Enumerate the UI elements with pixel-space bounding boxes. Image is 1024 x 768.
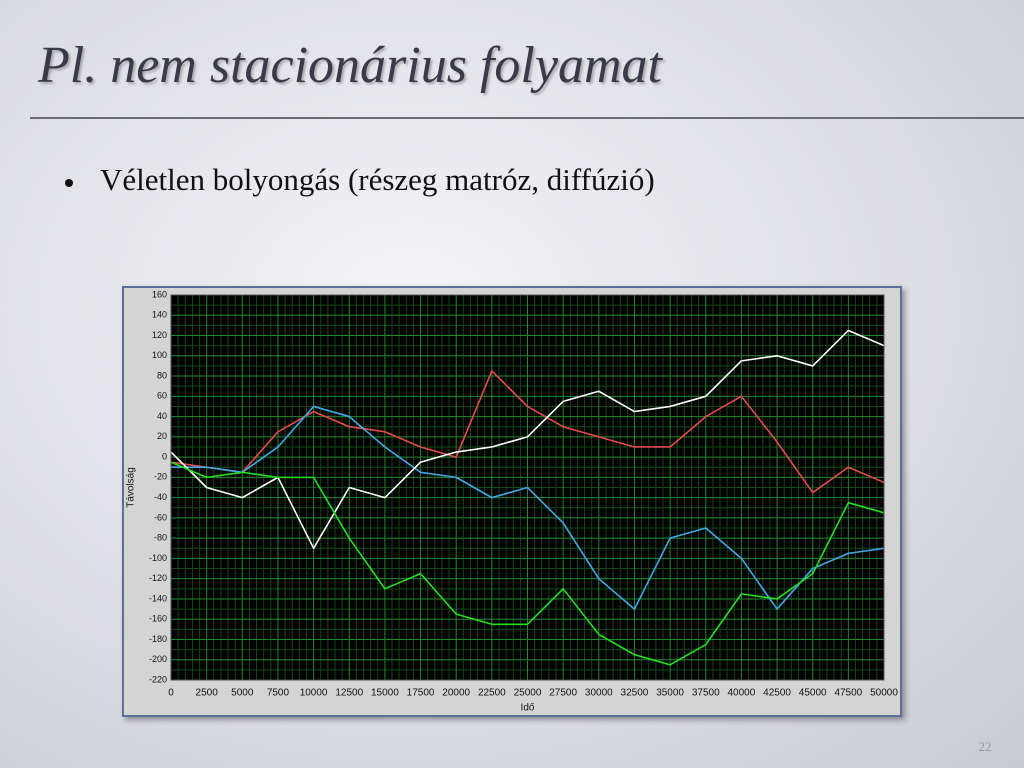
x-tick-label: 37500 [692,688,720,699]
x-axis-label: Idő [521,703,535,714]
y-tick-label: 160 [152,289,167,299]
series-line [170,370,885,494]
bullet-dot [65,179,73,187]
bullet-text: Véletlen bolyongás (részeg matróz, diffú… [100,162,655,197]
series-line [171,405,885,610]
y-tick-label: 20 [157,431,167,441]
x-tick-label: 35000 [656,688,684,699]
x-tick-label: 32500 [621,688,649,699]
x-tick-label: 47500 [834,688,862,699]
x-tick-label: 12500 [335,688,363,699]
series-line [170,329,885,550]
y-tick-label: -120 [149,573,167,583]
plot-border [170,294,885,681]
x-tick-label: 27500 [549,688,577,699]
x-tick-label: 10000 [300,688,328,699]
y-tick-label: 100 [152,350,167,360]
y-tick-label: 120 [152,330,167,340]
x-tick-label: 0 [168,688,174,699]
x-tick-label: 2500 [196,688,219,699]
x-tick-label: 50000 [870,688,898,699]
slide-title: Pl. nem stacionárius folyamat [37,37,664,94]
y-tick-label: -200 [149,654,167,664]
x-tick-label: 30000 [585,688,613,699]
x-tick-label: 40000 [727,688,755,699]
x-tick-label: 20000 [442,688,470,699]
y-tick-label: 80 [157,370,167,380]
y-tick-label: -60 [154,512,167,522]
y-tick-label: 0 [162,451,167,461]
y-tick-label: -20 [154,472,167,482]
y-tick-label: -160 [149,614,167,624]
y-tick-label: -40 [154,492,167,502]
x-tick-label: 15000 [371,688,399,699]
series-line [170,461,885,666]
y-tick-label: -100 [149,553,167,563]
y-tick-label: 40 [157,411,167,421]
chart: 0 2500 5000 7500 10000 12500 15000 17500 20000 22… [126,289,899,713]
y-tick-label: -140 [149,593,167,603]
y-tick-label: 140 [152,310,167,320]
x-tick-label: 22500 [478,688,506,699]
y-tick-label: -180 [149,634,167,644]
y-tick-label: 60 [157,391,167,401]
x-tick-label: 45000 [799,688,827,699]
y-tick-label: -80 [154,533,167,543]
x-tick-label: 17500 [407,688,435,699]
y-tick-label: -220 [149,674,167,684]
x-tick-label: 25000 [514,688,542,699]
x-tick-label: 7500 [267,688,290,699]
x-tick-label: 42500 [763,688,791,699]
y-axis-label: Távolság [126,467,137,508]
page-number: 22 [979,739,992,754]
x-tick-label: 5000 [231,688,254,699]
